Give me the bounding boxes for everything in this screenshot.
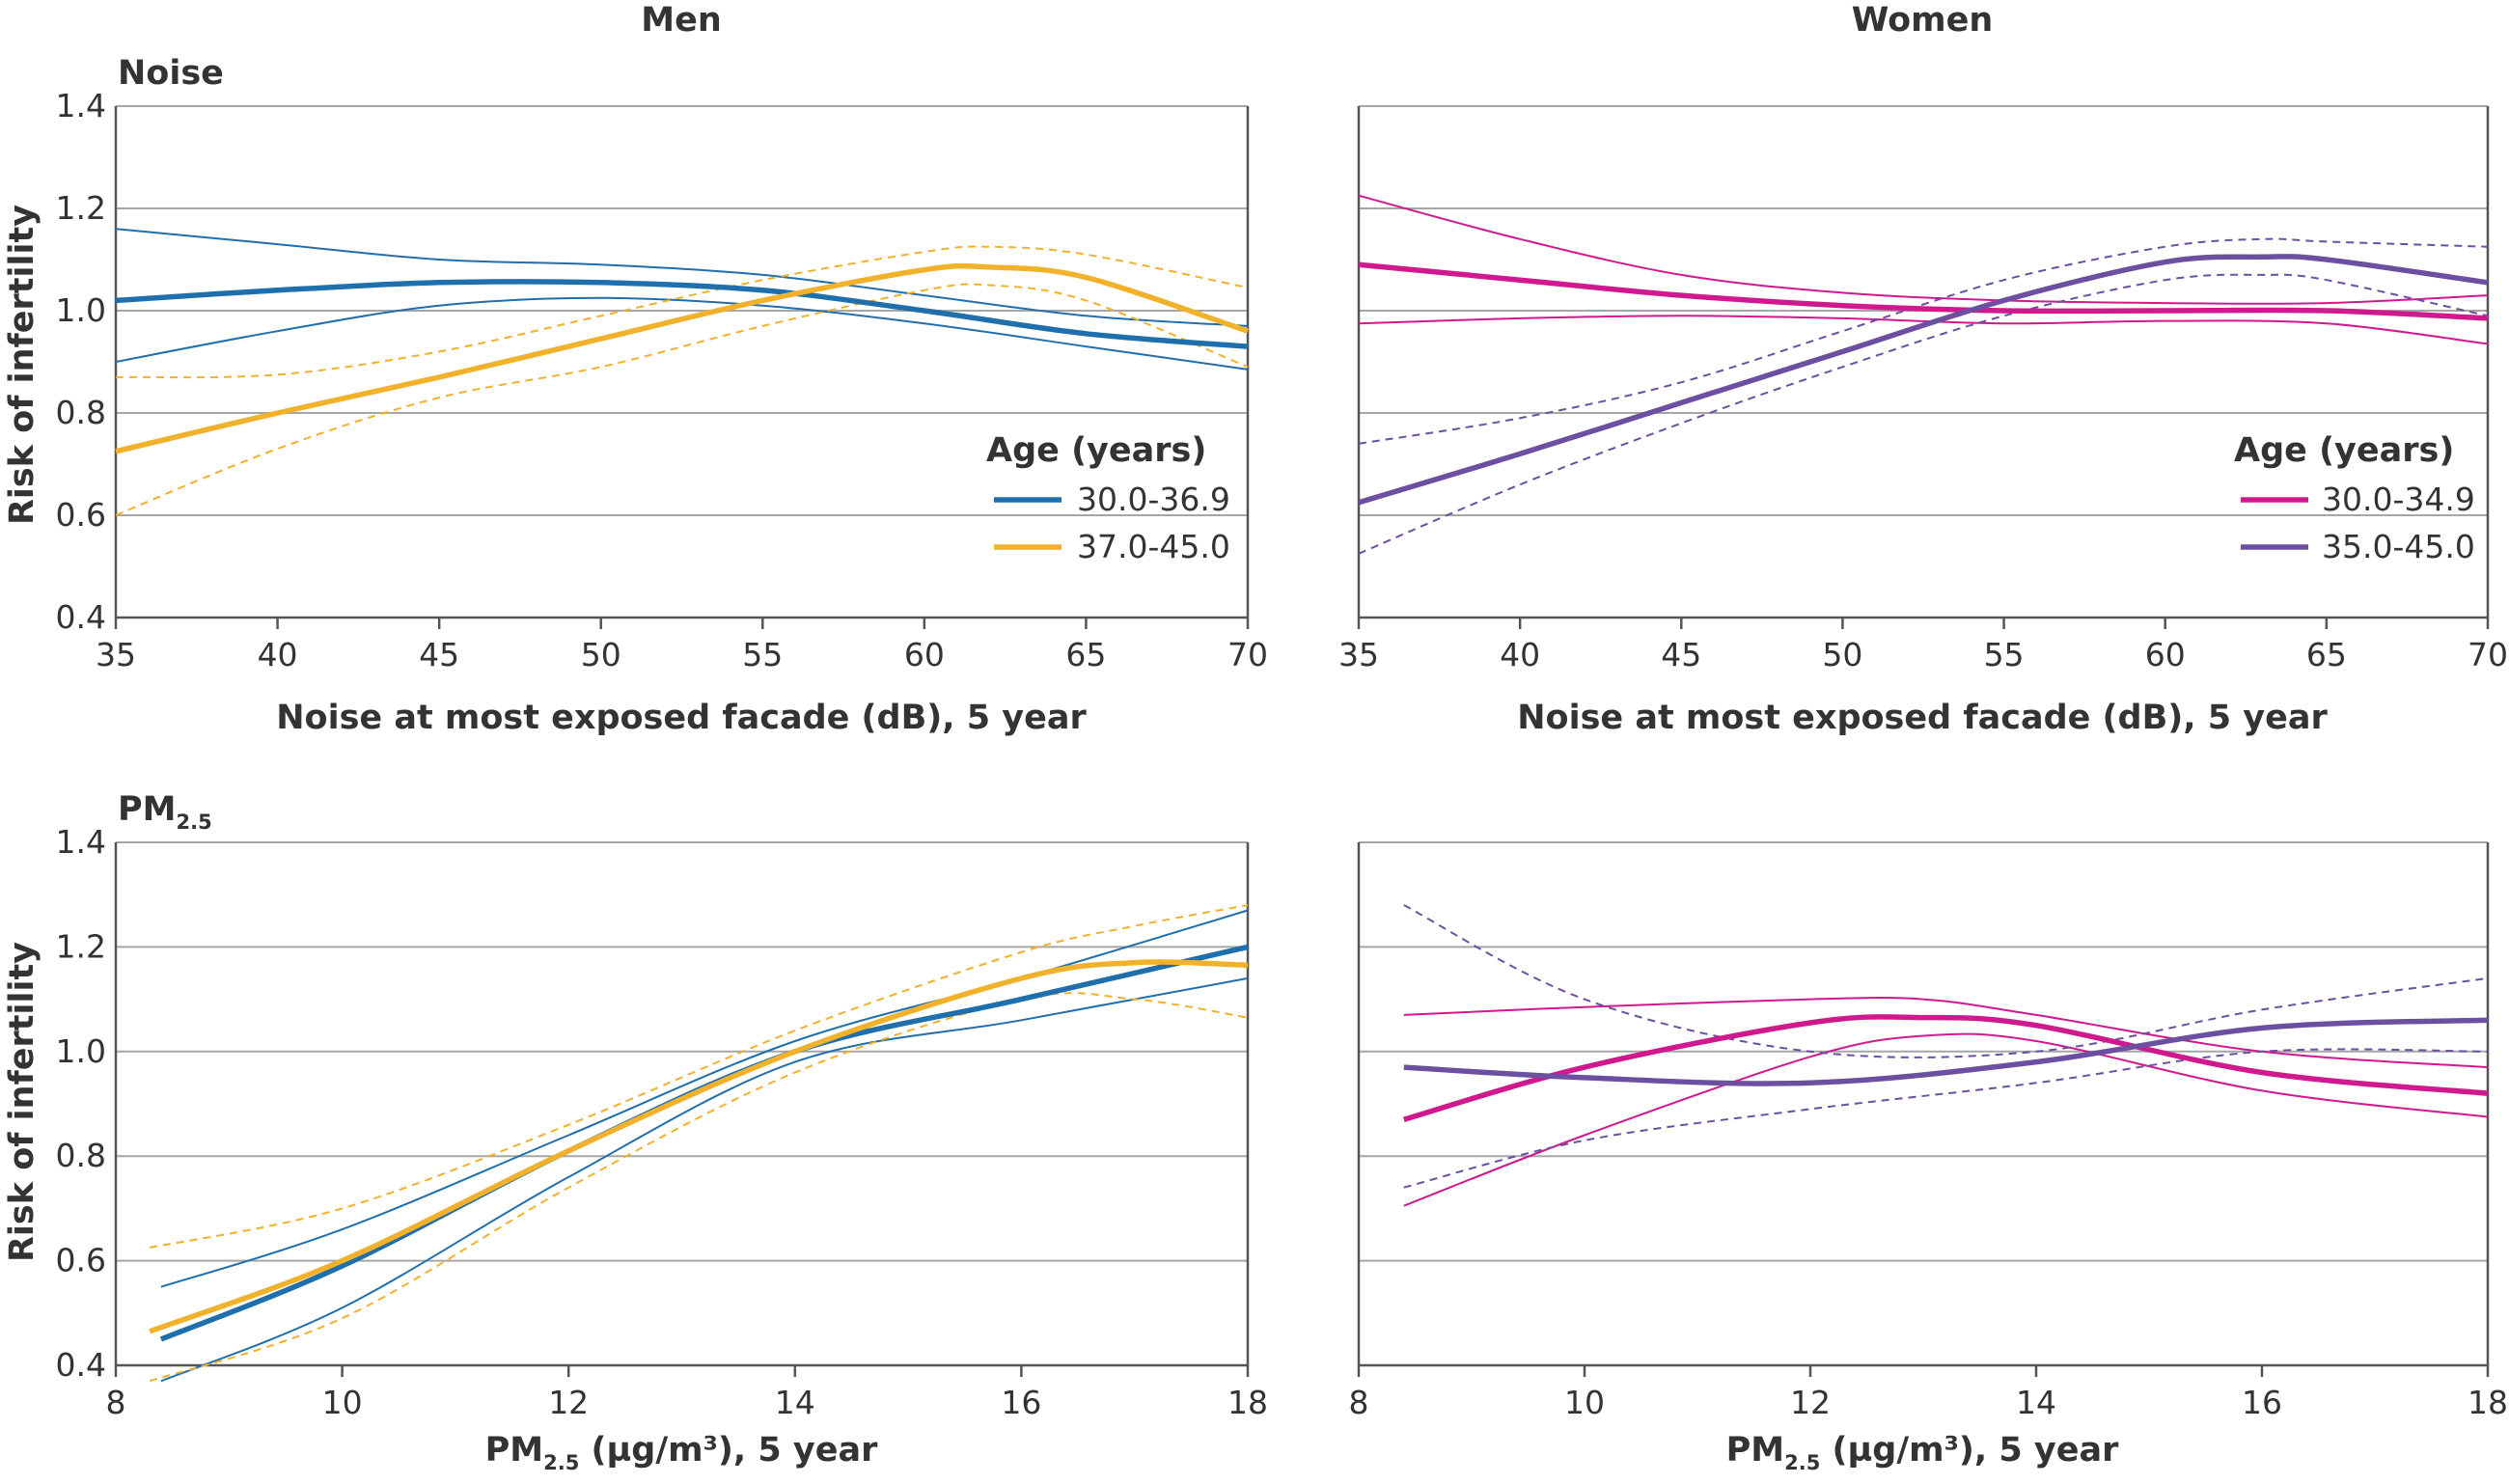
series-line-30-0-34-9 [1358, 261, 2489, 321]
ci-upper-37-0-45-0 [150, 904, 1249, 1249]
x-tick-label: 50 [1822, 636, 1862, 673]
x-tick-label: 45 [1661, 636, 1701, 673]
y-tick-label: 0.6 [56, 496, 106, 534]
legend-men-label-2: 37.0-45.0 [1077, 528, 1230, 565]
column-title-men: Men [641, 1, 721, 40]
ci-lower-37-0-45-0 [149, 992, 1249, 1383]
x-axis-title-men-pm25-post: (µg/m³), 5 year [579, 1431, 878, 1470]
series-line-30-0-36-9 [159, 944, 1249, 1342]
legend-men-title: Age (years) [986, 431, 1206, 470]
row-title-noise: Noise [118, 54, 224, 93]
x-tick-label: 70 [2468, 636, 2508, 673]
row-title-pm25-subscript: 2.5 [176, 811, 211, 834]
x-tick-label: 40 [258, 636, 298, 673]
row-title-noise-main: Noise [118, 54, 224, 93]
ci-lower-30-0-34-9 [1403, 1032, 2489, 1207]
x-tick-label: 65 [2306, 636, 2347, 673]
x-tick-label: 60 [2145, 636, 2186, 673]
x-tick-label: 45 [419, 636, 459, 673]
x-axis-title-men-noise: Noise at most exposed facade (dB), 5 yea… [276, 699, 1087, 737]
ci-lower-30-0-36-9 [115, 296, 1249, 371]
x-tick-label: 14 [2016, 1384, 2056, 1421]
legend-men: Age (years) 30.0-36.9 37.0-45.0 [986, 431, 1230, 565]
x-axis-title-men-pm25-subscript: 2.5 [543, 1451, 579, 1474]
legend-men-label-1: 30.0-36.9 [1077, 481, 1230, 518]
y-tick-label: 1.4 [56, 823, 106, 861]
panel-women-pm25: 8 10 12 14 16 18 [1349, 841, 2508, 1421]
y-tick-label: 1.4 [56, 87, 106, 124]
ci-lower-30-0-36-9 [160, 976, 1249, 1383]
y-tick-label: 0.8 [56, 394, 106, 431]
x-tick-label: 35 [96, 636, 136, 673]
x-tick-label: 55 [742, 636, 783, 673]
y-tick-label: 0.4 [56, 598, 106, 636]
x-tick-label: 10 [322, 1384, 363, 1421]
x-tick-label: 14 [775, 1384, 815, 1421]
legend-women-label-1: 30.0-34.9 [2322, 481, 2475, 518]
series-line-37-0-45-0 [149, 959, 1249, 1334]
x-axis-title-men-pm25-pre: PM [485, 1431, 543, 1470]
x-axis-title-women-pm25-subscript: 2.5 [1784, 1451, 1820, 1474]
series-line-30-0-34-9 [1403, 1014, 2489, 1122]
ci-lower-37-0-45-0 [115, 283, 1249, 516]
ci-lower-35-0-45-0 [1403, 1048, 2489, 1189]
ci-upper-37-0-45-0 [115, 245, 1249, 379]
x-axis-title-men-pm25: PM2.5 (µg/m³), 5 year [485, 1431, 878, 1474]
ci-upper-35-0-45-0 [1358, 237, 2489, 445]
series-line-35-0-45-0 [1403, 1017, 2489, 1086]
x-axis-title-women-pm25: PM2.5 (µg/m³), 5 year [1726, 1431, 2119, 1474]
series-line-30-0-36-9 [115, 279, 1249, 349]
x-tick-label: 50 [581, 636, 621, 673]
x-tick-label: 55 [1984, 636, 2025, 673]
ci-upper-30-0-36-9 [115, 228, 1249, 327]
y-tick-label: 0.6 [56, 1242, 106, 1279]
series-line-35-0-45-0 [1358, 254, 2489, 506]
row-title-pm25-main: PM [118, 790, 176, 829]
legend-women-title: Age (years) [2234, 431, 2454, 470]
ci-lower-35-0-45-0 [1358, 273, 2489, 555]
x-tick-label: 18 [1227, 1384, 1268, 1421]
x-tick-label: 60 [904, 636, 945, 673]
x-tick-label: 65 [1065, 636, 1106, 673]
panel-women-noise: 35 40 45 50 55 60 65 70 [1338, 105, 2508, 673]
x-axis-title-women-pm25-post: (µg/m³), 5 year [1820, 1431, 2119, 1470]
y-tick-label: 1.0 [56, 291, 106, 329]
panel-men-pm25: 8 10 12 14 16 18 0.4 0.6 0.8 1.0 1.2 1.4 [56, 823, 1268, 1421]
x-tick-label: 16 [1001, 1384, 1041, 1421]
y-axis-title-top: Risk of infertility [3, 205, 41, 525]
x-tick-label: 12 [548, 1384, 589, 1421]
y-tick-label: 0.4 [56, 1346, 106, 1384]
row-title-pm25: PM2.5 [118, 790, 212, 834]
legend-women: Age (years) 30.0-34.9 35.0-45.0 [2234, 431, 2475, 565]
y-tick-label: 0.8 [56, 1137, 106, 1174]
column-title-women: Women [1852, 1, 1994, 40]
x-tick-label: 35 [1338, 636, 1379, 673]
x-axis-title-women-pm25-pre: PM [1726, 1431, 1784, 1470]
ci-upper-35-0-45-0 [1403, 904, 2489, 1058]
x-tick-label: 12 [1790, 1384, 1831, 1421]
y-tick-label: 1.0 [56, 1032, 106, 1070]
x-tick-label: 70 [1227, 636, 1268, 673]
x-axis-title-women-noise: Noise at most exposed facade (dB), 5 yea… [1517, 699, 2328, 737]
y-tick-label: 1.2 [56, 189, 106, 227]
legend-women-label-2: 35.0-45.0 [2322, 528, 2475, 565]
ci-upper-30-0-34-9 [1358, 194, 2489, 305]
x-tick-label: 18 [2468, 1384, 2508, 1421]
series-line-37-0-45-0 [115, 262, 1249, 454]
x-tick-label: 8 [106, 1384, 126, 1421]
y-axis-title-bottom: Risk of infertility [3, 942, 41, 1262]
x-tick-label: 8 [1349, 1384, 1369, 1421]
x-tick-label: 10 [1564, 1384, 1605, 1421]
x-tick-label: 16 [2242, 1384, 2282, 1421]
ci-upper-30-0-34-9 [1403, 997, 2489, 1069]
panel-men-noise: 35 40 45 50 55 60 65 70 0.4 0.6 0.8 1.0 1.2 1.4 [56, 87, 1268, 673]
y-tick-label: 1.2 [56, 927, 106, 965]
ci-lower-30-0-34-9 [1358, 315, 2489, 345]
x-tick-label: 40 [1500, 636, 1540, 673]
